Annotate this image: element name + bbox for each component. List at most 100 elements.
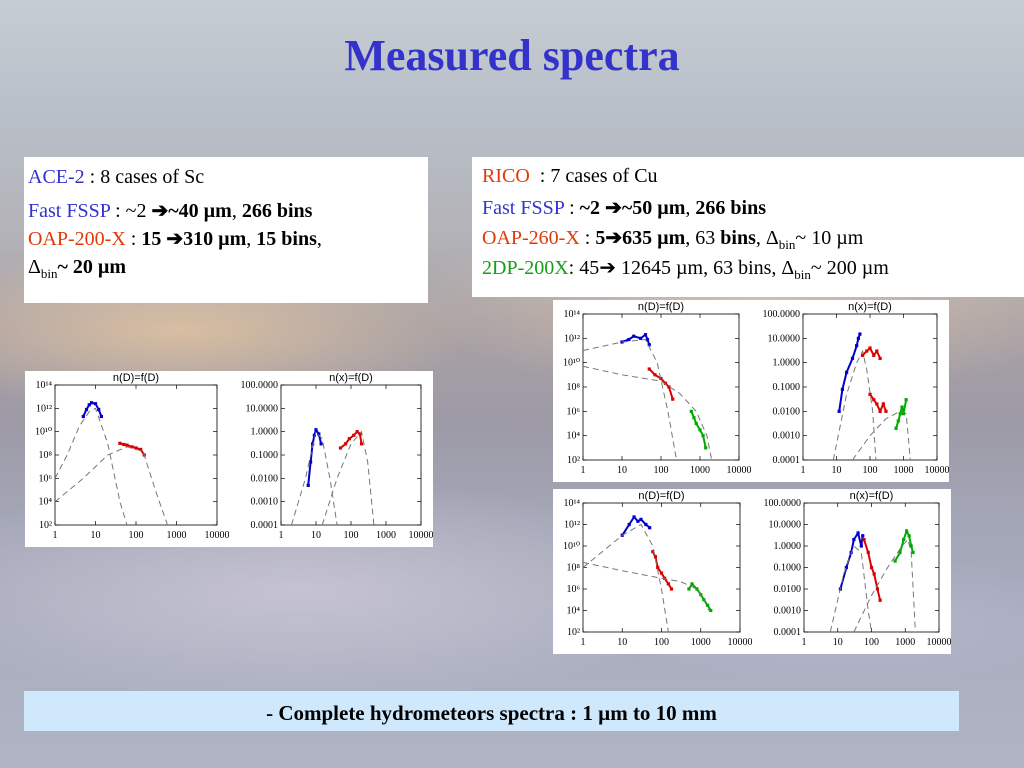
y-tick-label: 10⁸	[567, 382, 581, 393]
plot-frame	[54, 384, 218, 526]
data-point	[647, 343, 651, 347]
x-tick-label: 10000	[727, 465, 752, 476]
data-point	[856, 531, 860, 535]
y-tick-label: 10¹²	[36, 403, 52, 414]
chart-nx-ace2: n(x)=f(D) 1 10 100 1000 10000 0.0001 0.0010 0.01…	[241, 372, 434, 541]
x-tick-label: 10	[91, 530, 101, 541]
data-point	[81, 414, 85, 419]
data-point	[122, 442, 126, 447]
data-point	[704, 446, 708, 450]
ace2-fssp-text: : ~2	[110, 200, 152, 222]
y-tick-label: 0.0001	[251, 520, 279, 531]
rico-chart-panel-1: n(D)=f(D) 1 10 100 1000 10000 10² 10⁴ 10⁶ 10⁸ 10¹⁰…	[553, 300, 949, 482]
data-point	[639, 336, 643, 340]
ace2-fssp-line: Fast FSSP : ~2 ➔~40 µm, 266 bins	[28, 200, 313, 222]
y-tick-label: 1.0000	[251, 427, 279, 438]
delta-subscript: bin	[778, 237, 796, 252]
data-point	[909, 544, 913, 548]
data-point	[647, 367, 651, 371]
data-point	[627, 522, 631, 527]
rico-2dp-line: 2DP-200X: 45➔ 12645 µm, 63 bins, Δbin~ 2…	[482, 253, 1024, 283]
data-point	[651, 550, 655, 554]
x-tick-label: 100	[344, 530, 359, 541]
chart-nd-ace2: n(D)=f(D) 1 10 100 1000 10000 10² 10⁴ 10⁶ 10⁸ 10¹⁰…	[35, 372, 229, 541]
y-tick-label: 10.0000	[246, 403, 279, 414]
delta-subscript: bin	[40, 266, 58, 281]
data-point	[855, 344, 859, 348]
data-point	[866, 550, 870, 555]
data-point	[894, 426, 898, 430]
data-point	[901, 412, 906, 416]
y-tick-label: 10²	[39, 520, 52, 531]
rico-2dp-text: : 45	[568, 257, 600, 279]
x-tick-label: 10000	[927, 637, 952, 648]
y-tick-label: 0.0010	[774, 606, 802, 617]
y-tick-label: 10¹⁰	[35, 427, 52, 438]
data-point	[317, 432, 321, 436]
ace2-oap-line: OAP-200-X : 15 ➔310 µm, 15 bins,	[28, 228, 322, 250]
data-point	[671, 397, 675, 401]
y-tick-label: 10⁶	[39, 473, 53, 484]
data-point	[911, 550, 915, 555]
chart-title: n(D)=f(D)	[638, 490, 684, 502]
x-tick-label: 10	[311, 530, 321, 541]
x-tick-label: 100	[654, 637, 669, 648]
data-point	[859, 544, 863, 548]
data-point	[902, 537, 906, 542]
data-point	[84, 407, 89, 412]
data-point	[645, 337, 650, 342]
data-point	[89, 401, 94, 405]
y-tick-label: 10¹⁴	[564, 498, 581, 509]
y-tick-label: 0.0010	[251, 497, 279, 508]
data-point	[872, 353, 876, 357]
chart-nx-rico-2: n(x)=f(D) 1 10 100 1000 10000 0.0001 0.0010 0.01…	[764, 490, 952, 648]
data-point	[872, 398, 876, 402]
ace2-delta-value: ~ 20 µm	[57, 256, 127, 278]
rico-oap-line: OAP-260-X : 5➔635 µm, 63 bins, Δbin~ 10 …	[482, 227, 864, 252]
data-point	[869, 565, 874, 570]
x-tick-label: 100	[129, 530, 144, 541]
data-point	[639, 517, 643, 521]
data-point	[663, 576, 667, 580]
data-point	[690, 582, 694, 586]
y-tick-label: 10¹⁴	[36, 380, 53, 391]
y-tick-label: 10²	[567, 627, 580, 638]
data-point	[878, 598, 882, 602]
series-line	[863, 539, 882, 601]
ace2-label: ACE-2	[28, 166, 85, 188]
data-point	[659, 571, 664, 575]
y-tick-label: 100.0000	[241, 380, 279, 391]
plot-frame	[280, 384, 422, 526]
data-point	[868, 346, 872, 350]
rico-fssp-label: Fast FSSP	[482, 197, 565, 219]
x-tick-label: 1000	[894, 465, 914, 476]
fit-curve-line	[829, 545, 872, 633]
data-point	[648, 526, 652, 530]
data-point	[694, 421, 698, 426]
x-tick-label: 10	[832, 465, 842, 476]
fit-curve-line	[321, 430, 375, 526]
y-tick-label: 10.0000	[768, 333, 801, 344]
ace2-chart-panel: n(D)=f(D) 1 10 100 1000 10000 10² 10⁴ 10⁶ 10⁸ 10¹⁰…	[25, 371, 433, 547]
data-point	[875, 587, 880, 591]
rico-fssp-bins: 266 bins	[695, 197, 767, 219]
x-tick-label: 1	[802, 637, 807, 648]
y-tick-label: 0.0001	[774, 627, 802, 638]
data-point	[844, 370, 849, 374]
y-tick-label: 1.0000	[773, 358, 801, 369]
data-point	[343, 442, 348, 446]
x-tick-label: 1000	[690, 465, 710, 476]
page-title: Measured spectra	[344, 31, 680, 80]
data-point	[663, 381, 668, 385]
rico-oap-text2: , 63	[685, 227, 721, 249]
y-tick-label: 0.0001	[773, 455, 801, 466]
y-tick-label: 0.1000	[251, 450, 279, 461]
data-point	[139, 447, 143, 452]
fit-curve-line	[582, 338, 677, 461]
data-point	[865, 349, 869, 353]
y-tick-label: 10⁶	[567, 584, 581, 595]
data-point	[627, 337, 631, 342]
x-tick-label: 100	[654, 465, 669, 476]
data-point	[850, 356, 855, 360]
fit-curve-line	[582, 561, 710, 611]
